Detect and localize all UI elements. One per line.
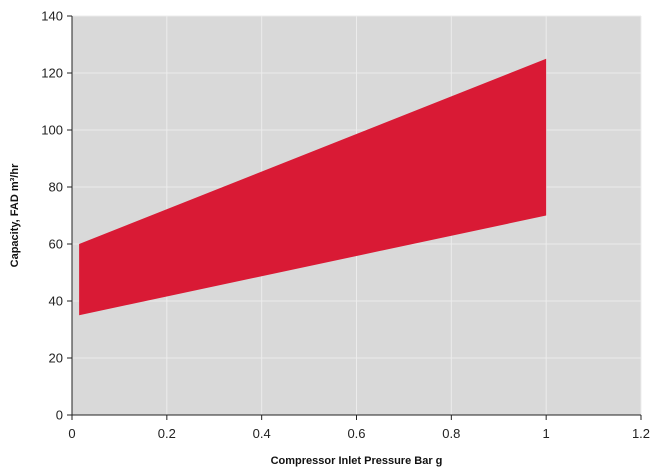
x-tick-label: 0.4: [253, 426, 271, 441]
y-tick-label: 100: [41, 123, 63, 138]
y-tick-label: 0: [56, 408, 63, 423]
x-tick-label: 0.8: [442, 426, 460, 441]
x-tick-label: 0.2: [158, 426, 176, 441]
y-tick-label: 140: [41, 9, 63, 24]
y-tick-label: 120: [41, 66, 63, 81]
x-tick-label: 0: [68, 426, 75, 441]
capacity-band: [79, 58, 547, 316]
y-tick-label: 60: [49, 237, 63, 252]
x-axis-title: Compressor Inlet Pressure Bar g: [271, 455, 443, 467]
y-axis-title: Capacity, FAD m³/hr: [9, 163, 21, 267]
x-tick-label: 0.6: [347, 426, 365, 441]
y-tick-label: 20: [49, 351, 63, 366]
x-tick-label: 1.2: [632, 426, 650, 441]
y-tick-label: 80: [49, 180, 63, 195]
x-axis-ticks: 0 0.2 0.4 0.6 0.8 1 1.2: [68, 415, 650, 441]
y-tick-label: 40: [49, 294, 63, 309]
x-tick-label: 1: [543, 426, 550, 441]
y-axis-ticks: 0 20 40 60 80 100 120 140: [41, 9, 72, 423]
